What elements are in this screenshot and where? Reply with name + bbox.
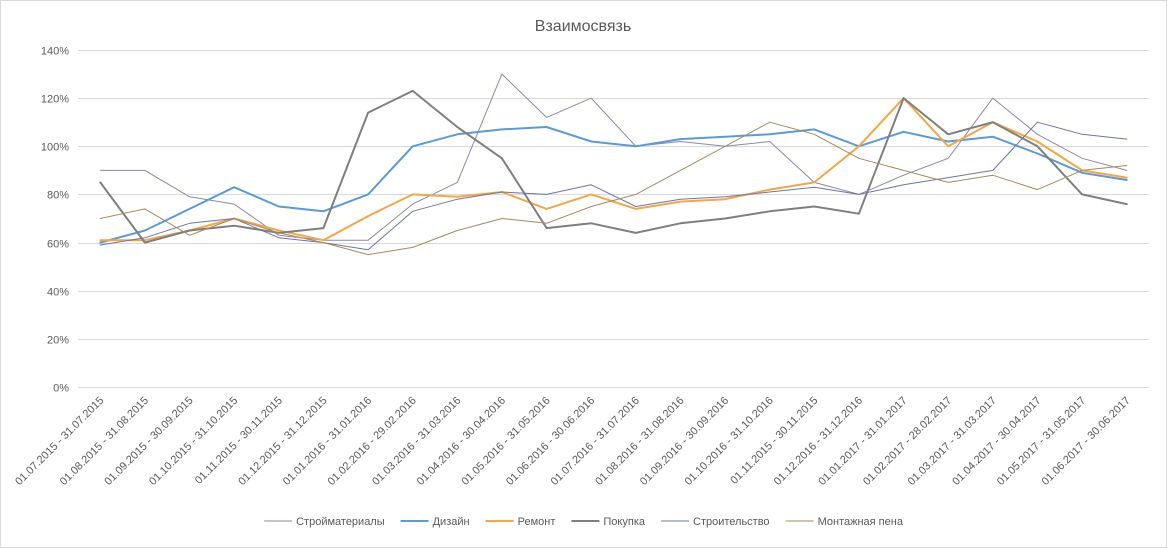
legend-label: Монтажная пена: [818, 516, 904, 528]
x-tick-label: 01.04.2016 - 30.04.2016: [415, 395, 508, 488]
series-line-2: [99, 126, 1128, 244]
grid-lines: [78, 50, 1149, 388]
x-tick-label: 01.01.2016 - 31.01.2016: [281, 395, 374, 488]
series-line-6: [99, 121, 1128, 256]
x-tick-label: 01.05.2017 - 31.05.2017: [995, 395, 1088, 488]
x-tick-label: 01.12.2016 - 31.12.2016: [772, 395, 865, 488]
chart-title: Взаимосвязь: [535, 18, 631, 35]
y-tick-label: 0%: [53, 383, 69, 395]
y-axis-ticks: 0% 20% 40% 60% 80% 100% 120% 140%: [41, 46, 69, 395]
x-tick-label: 01.09.2016 - 30.09.2016: [638, 395, 731, 488]
legend-label: Дизайн: [433, 516, 470, 528]
y-tick-label: 60%: [47, 239, 69, 251]
y-tick-label: 120%: [41, 94, 69, 106]
legend-label: Ремонт: [518, 516, 556, 528]
x-tick-label: 01.07.2016 - 31.07.2016: [549, 395, 642, 488]
series-line-5: [99, 121, 1128, 251]
legend-item: Монтажная пена: [785, 516, 904, 528]
x-tick-label: 01.09.2015 - 30.09.2015: [102, 395, 195, 488]
x-tick-label: 01.05.2016 - 31.05.2016: [459, 395, 552, 488]
y-tick-label: 20%: [47, 335, 69, 347]
x-tick-label: 01.01.2017 - 31.01.2017: [816, 395, 909, 488]
x-tick-label: 01.02.2017 - 28.02.2017: [861, 395, 954, 488]
x-tick-label: 01.07.2015 - 31.07.2015: [13, 395, 106, 488]
y-tick-label: 80%: [47, 190, 69, 202]
x-tick-label: 01.02.2016 - 29.02.2016: [326, 395, 419, 488]
x-tick-label: 01.04.2017 - 30.04.2017: [950, 395, 1043, 488]
legend-item: Покупка: [571, 516, 646, 528]
x-tick-label: 01.11.2015 - 30.11.2015: [193, 395, 285, 487]
legend-item: Ремонт: [485, 516, 556, 528]
x-tick-label: 01.06.2016 - 30.06.2016: [504, 395, 597, 488]
series-line-3: [99, 97, 1128, 242]
legend-item: Дизайн: [400, 516, 470, 528]
x-tick-label: 01.08.2016 - 31.08.2016: [593, 395, 686, 488]
series-line-1: [99, 73, 1128, 241]
legend-item: Строительство: [661, 516, 770, 528]
legend-label: Стройматериалы: [296, 516, 385, 528]
legend: Стройматериалы Дизайн Ремонт Покупка Строите…: [264, 516, 904, 528]
y-tick-label: 140%: [41, 46, 69, 58]
x-tick-label: 01.03.2017 - 31.03.2017: [906, 395, 999, 488]
y-tick-label: 100%: [41, 142, 69, 154]
x-tick-label: 01.06.2017 - 30.06.2017: [1040, 395, 1133, 488]
legend-label: Покупка: [603, 516, 645, 528]
x-tick-label: 01.10.2015 - 31.10.2015: [147, 395, 240, 488]
x-tick-label: 01.03.2016 - 31.03.2016: [370, 395, 463, 488]
x-tick-label: 01.11.2015 - 30.11.2015: [728, 395, 820, 487]
legend-label: Строительство: [693, 516, 770, 528]
series-lines: [99, 73, 1128, 256]
x-tick-label: 01.08.2015 - 31.08.2015: [58, 395, 151, 488]
legend-item: Стройматериалы: [264, 516, 385, 528]
series-line-4: [99, 89, 1128, 244]
x-tick-label: 01.10.2016 - 31.10.2016: [683, 395, 776, 488]
y-tick-label: 40%: [47, 287, 69, 299]
x-tick-label: 01.12.2015 - 31.12.2015: [236, 395, 329, 488]
